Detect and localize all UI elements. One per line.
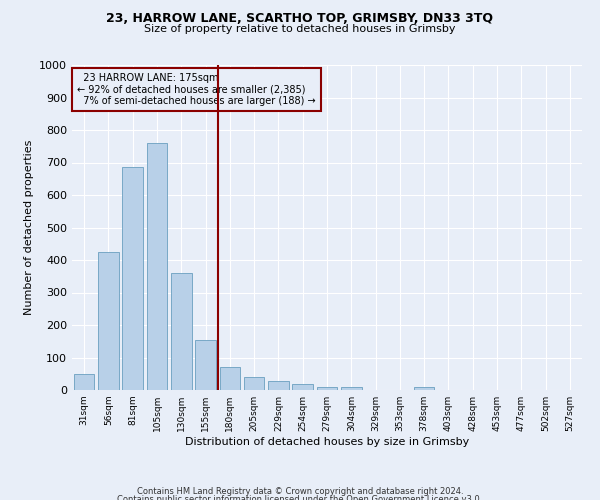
Bar — [317, 387, 337, 390]
Bar — [341, 388, 362, 390]
Bar — [268, 381, 289, 390]
Bar — [292, 384, 313, 390]
Text: Size of property relative to detached houses in Grimsby: Size of property relative to detached ho… — [144, 24, 456, 34]
Bar — [146, 143, 167, 390]
Bar — [171, 273, 191, 390]
Text: 23 HARROW LANE: 175sqm
← 92% of detached houses are smaller (2,385)
  7% of semi: 23 HARROW LANE: 175sqm ← 92% of detached… — [77, 73, 316, 106]
Text: 23, HARROW LANE, SCARTHO TOP, GRIMSBY, DN33 3TQ: 23, HARROW LANE, SCARTHO TOP, GRIMSBY, D… — [107, 12, 493, 26]
Bar — [414, 387, 434, 390]
Text: Contains public sector information licensed under the Open Government Licence v3: Contains public sector information licen… — [118, 495, 482, 500]
Bar — [74, 374, 94, 390]
Y-axis label: Number of detached properties: Number of detached properties — [23, 140, 34, 315]
Text: Contains HM Land Registry data © Crown copyright and database right 2024.: Contains HM Land Registry data © Crown c… — [137, 488, 463, 496]
Bar — [122, 168, 143, 390]
Bar — [244, 377, 265, 390]
Bar — [195, 340, 216, 390]
Bar — [220, 367, 240, 390]
X-axis label: Distribution of detached houses by size in Grimsby: Distribution of detached houses by size … — [185, 437, 469, 447]
Bar — [98, 252, 119, 390]
